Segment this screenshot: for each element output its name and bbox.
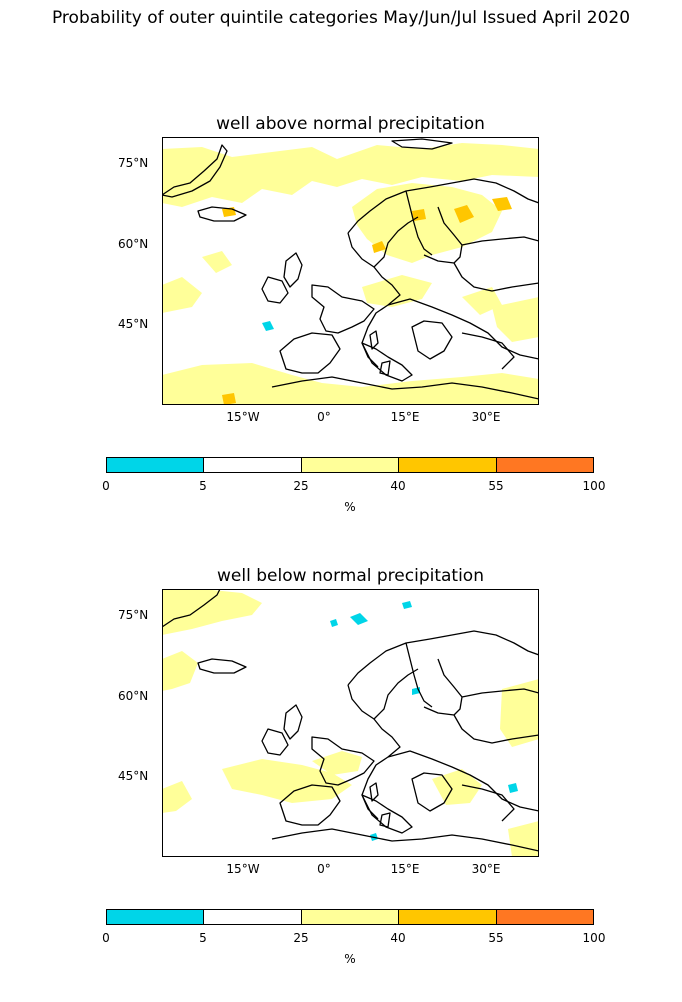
probability-shading [162, 589, 539, 857]
probability-shading [162, 143, 539, 405]
lon-label: 30°E [471, 410, 501, 424]
colorbar-segment [398, 458, 496, 472]
colorbar-segment [300, 458, 399, 472]
panel-title: well below normal precipitation [217, 566, 484, 586]
colorbar-tick: 40 [390, 931, 406, 945]
map-above-normal [162, 137, 539, 405]
lon-label: 15°W [226, 862, 260, 876]
lat-label: 60°N [118, 689, 149, 703]
lat-label: 45°N [118, 769, 149, 783]
colorbar-segment [398, 910, 496, 924]
colorbar-segment [107, 910, 204, 924]
colorbar-segment [203, 458, 301, 472]
coastlines-and-borders [162, 138, 539, 400]
colorbar-segment [300, 910, 399, 924]
low-probability-shading [330, 601, 518, 841]
colorbar [106, 909, 594, 925]
colorbar-tick: 40 [390, 479, 406, 493]
colorbar-tick: 0 [102, 479, 110, 493]
low-probability-shading [262, 321, 274, 331]
high-probability-shading [222, 197, 512, 405]
lon-label: 0° [317, 862, 331, 876]
colorbar-tick: 5 [199, 931, 207, 945]
colorbar-tick: 55 [488, 931, 504, 945]
lon-label: 15°E [390, 410, 420, 424]
lat-label: 75°N [118, 156, 149, 170]
colorbar-segment [495, 910, 594, 924]
colorbar-label: % [344, 500, 356, 514]
lat-label: 60°N [118, 237, 149, 251]
colorbar-tick: 100 [582, 931, 606, 945]
lon-label: 15°E [390, 862, 420, 876]
lat-label: 45°N [118, 317, 149, 331]
colorbar-tick: 0 [102, 931, 110, 945]
panel-below-normal: well below normal precipitation [0, 562, 682, 1002]
colorbar-tick: 55 [488, 479, 504, 493]
colorbar-segment [495, 458, 594, 472]
lon-label: 0° [317, 410, 331, 424]
colorbar-tick: 5 [199, 479, 207, 493]
colorbar-label: % [344, 952, 356, 966]
colorbar-segment [203, 910, 301, 924]
panel-above-normal: well above normal precipitation [0, 110, 682, 550]
lon-label: 30°E [471, 862, 501, 876]
colorbar [106, 457, 594, 473]
map-below-normal [162, 589, 539, 857]
colorbar-tick: 25 [293, 931, 309, 945]
colorbar-tick: 100 [582, 479, 606, 493]
lon-label: 15°W [226, 410, 260, 424]
lat-label: 75°N [118, 608, 149, 622]
colorbar-segment [107, 458, 204, 472]
figure-title: Probability of outer quintile categories… [51, 8, 631, 28]
panel-title: well above normal precipitation [216, 114, 485, 134]
colorbar-tick: 25 [293, 479, 309, 493]
coastlines-and-borders [162, 589, 539, 852]
